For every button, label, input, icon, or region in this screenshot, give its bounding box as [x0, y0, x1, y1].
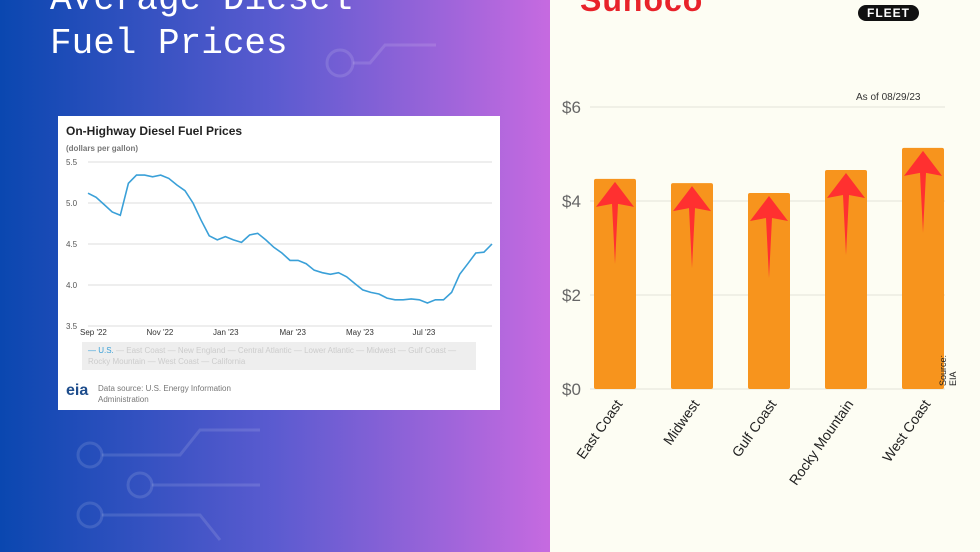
legend-item[interactable]: — East Coast: [116, 346, 168, 355]
x-tick-label: May '23: [346, 328, 374, 337]
x-tick-label: Jul '23: [413, 328, 436, 337]
legend-item[interactable]: — Gulf Coast: [397, 346, 449, 355]
brand-logo: Sunoco: [580, 0, 704, 18]
legend-item[interactable]: — Lower Atlantic: [293, 346, 357, 355]
y-tick-label: 3.5: [66, 322, 78, 331]
legend-item[interactable]: — Central Atlantic: [227, 346, 294, 355]
y-tick-label: $2: [562, 286, 581, 305]
x-tick-label: West Coast: [879, 396, 934, 464]
x-tick-label: Midwest: [660, 396, 703, 447]
left-panel: Average Diesel Fuel Prices On-Highway Di…: [0, 0, 550, 552]
line-chart-legend: — U.S. — East Coast — New England — Cent…: [82, 342, 476, 370]
x-tick-label: Sep '22: [80, 328, 107, 337]
bar-chart: $0 $2 $4 $6 East Coast Midwest Gulf Coast Rocky…: [562, 98, 945, 488]
fleet-badge: FLEET: [858, 5, 919, 21]
page-title: Average Diesel Fuel Prices: [50, 0, 352, 64]
source-label: Source: EIA: [938, 354, 958, 386]
bar: [902, 147, 944, 389]
line-chart-title: On-Highway Diesel Fuel Prices: [66, 124, 243, 138]
y-tick-label: $6: [562, 98, 581, 117]
bar: [671, 183, 713, 389]
legend-item[interactable]: — New England: [167, 346, 228, 355]
x-tick-label: Jan '23: [213, 328, 239, 337]
y-tick-label: 4.5: [66, 240, 78, 249]
x-tick-label: Rocky Mountain: [786, 397, 857, 488]
up-arrow-icon: [673, 186, 711, 269]
bar: [748, 193, 790, 389]
bar: [594, 178, 636, 389]
y-tick-label: 5.0: [66, 199, 78, 208]
y-tick-label: $4: [562, 192, 581, 211]
line-chart-card: On-Highway Diesel Fuel Prices (dollars p…: [58, 116, 500, 410]
line-chart-ylabel: (dollars per gallon): [66, 144, 139, 153]
us-price-line: [87, 174, 493, 304]
legend-item[interactable]: — California: [201, 357, 246, 366]
up-arrow-icon: [750, 196, 788, 279]
up-arrow-icon: [827, 172, 865, 255]
x-tick-label: Nov '22: [147, 328, 174, 337]
eia-logo: eia: [66, 382, 89, 399]
y-tick-label: 4.0: [66, 281, 78, 290]
legend-item[interactable]: — West Coast: [147, 357, 202, 366]
data-source: Data source: U.S. Energy Information Adm…: [98, 384, 231, 404]
circuit-decoration: [0, 0, 550, 552]
as-of-date: As of 08/29/23: [856, 92, 921, 103]
bar: [825, 169, 867, 389]
legend-item[interactable]: — Rocky Mountain: [88, 346, 457, 366]
x-tick-label: Mar '23: [280, 328, 307, 337]
y-tick-label: $0: [562, 380, 581, 399]
up-arrow-icon: [596, 181, 634, 264]
legend-item[interactable]: — U.S.: [88, 346, 117, 355]
right-panel: Sunoco FLEET As of 08/29/23 $0 $2 $4 $6 East…: [550, 0, 980, 552]
y-tick-label: 5.5: [66, 158, 78, 167]
x-tick-label: Gulf Coast: [728, 396, 779, 459]
x-tick-label: East Coast: [573, 396, 625, 461]
legend-item[interactable]: — Midwest: [356, 346, 398, 355]
up-arrow-icon: [904, 150, 942, 233]
